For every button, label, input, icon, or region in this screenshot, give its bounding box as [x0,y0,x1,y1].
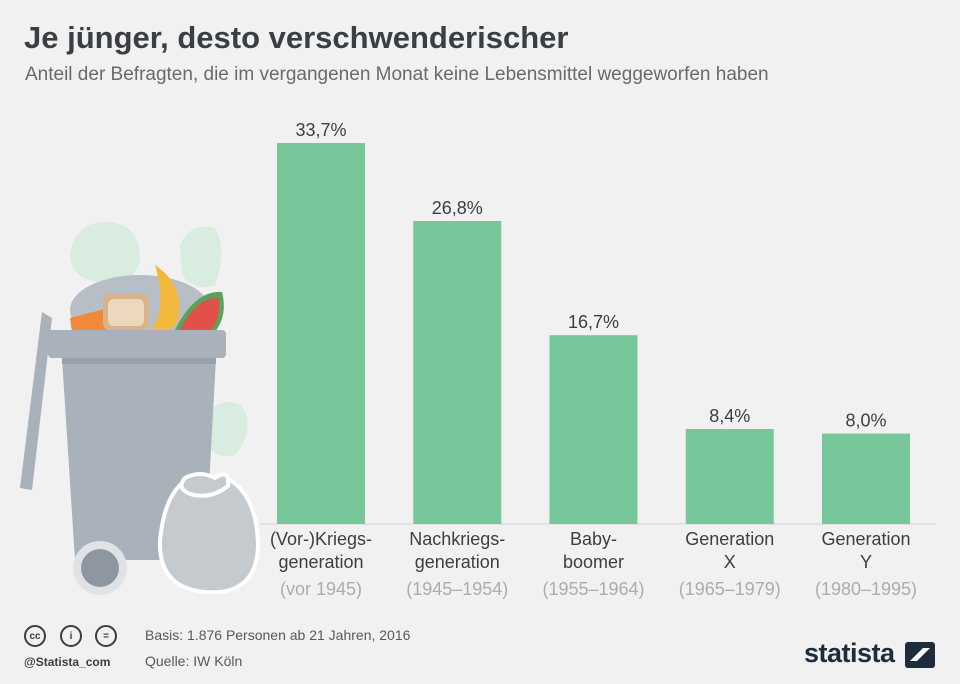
smell-cloud-bag [205,402,248,456]
category-label: Baby- [570,529,617,549]
category-label: X [724,552,736,572]
category-years-label: (vor 1945) [280,579,362,599]
category-label: generation [415,552,500,572]
trash-bin-illustration [20,221,261,595]
bars-layer: 33,7% (Vor-)Kriegs-generation (vor 1945) 26… [270,120,917,599]
bar-3 [549,335,638,524]
category-label: Y [860,552,872,572]
category-label: (Vor-)Kriegs- [270,529,372,549]
smell-cloud-right [180,226,222,288]
category-label: Generation [685,529,774,549]
bar-value-label: 8,0% [845,411,886,431]
trash-bag [157,475,261,595]
page-subtitle: Anteil der Befragten, die im vergangenen… [25,64,769,85]
page-title: Je jünger, desto verschwenderischer [24,20,569,55]
footer-source: Quelle: IW Köln [145,653,243,669]
category-years-label: (1980–1995) [815,579,917,599]
bar-value-label: 8,4% [709,406,750,426]
bar-value-label: 26,8% [432,198,483,218]
category-years-label: (1965–1979) [679,579,781,599]
cc-license-icon: cc [24,625,46,647]
bar-value-label: 16,7% [568,312,619,332]
bar-5 [822,433,910,524]
trash-bag-knot [179,472,231,498]
category-label: generation [278,552,363,572]
bar-4 [685,429,774,524]
twitter-handle: @Statista_com [24,655,111,669]
bar-2 [413,221,502,524]
bin-wheel-hub [81,549,119,587]
nd-license-icon: = [95,625,117,647]
bread-crumb [108,299,144,326]
bin-lid [48,330,226,358]
category-label: boomer [563,552,624,572]
footer-basis: Basis: 1.876 Personen ab 21 Jahren, 2016 [145,627,411,643]
category-label: Nachkriegs- [409,529,505,549]
by-license-icon: i [60,625,82,647]
banana [150,265,180,333]
watermelon-flesh [180,297,220,330]
statista-logo-text: statista [804,638,895,668]
bin-handle [20,312,52,490]
category-years-label: (1955–1964) [542,579,644,599]
bar-1 [277,143,365,524]
smell-cloud-left [70,221,140,283]
category-years-label: (1945–1954) [406,579,508,599]
bin-body-shade [62,358,216,364]
statista-logo-icon [905,642,935,668]
category-label: Generation [821,529,910,549]
bar-value-label: 33,7% [295,120,346,140]
